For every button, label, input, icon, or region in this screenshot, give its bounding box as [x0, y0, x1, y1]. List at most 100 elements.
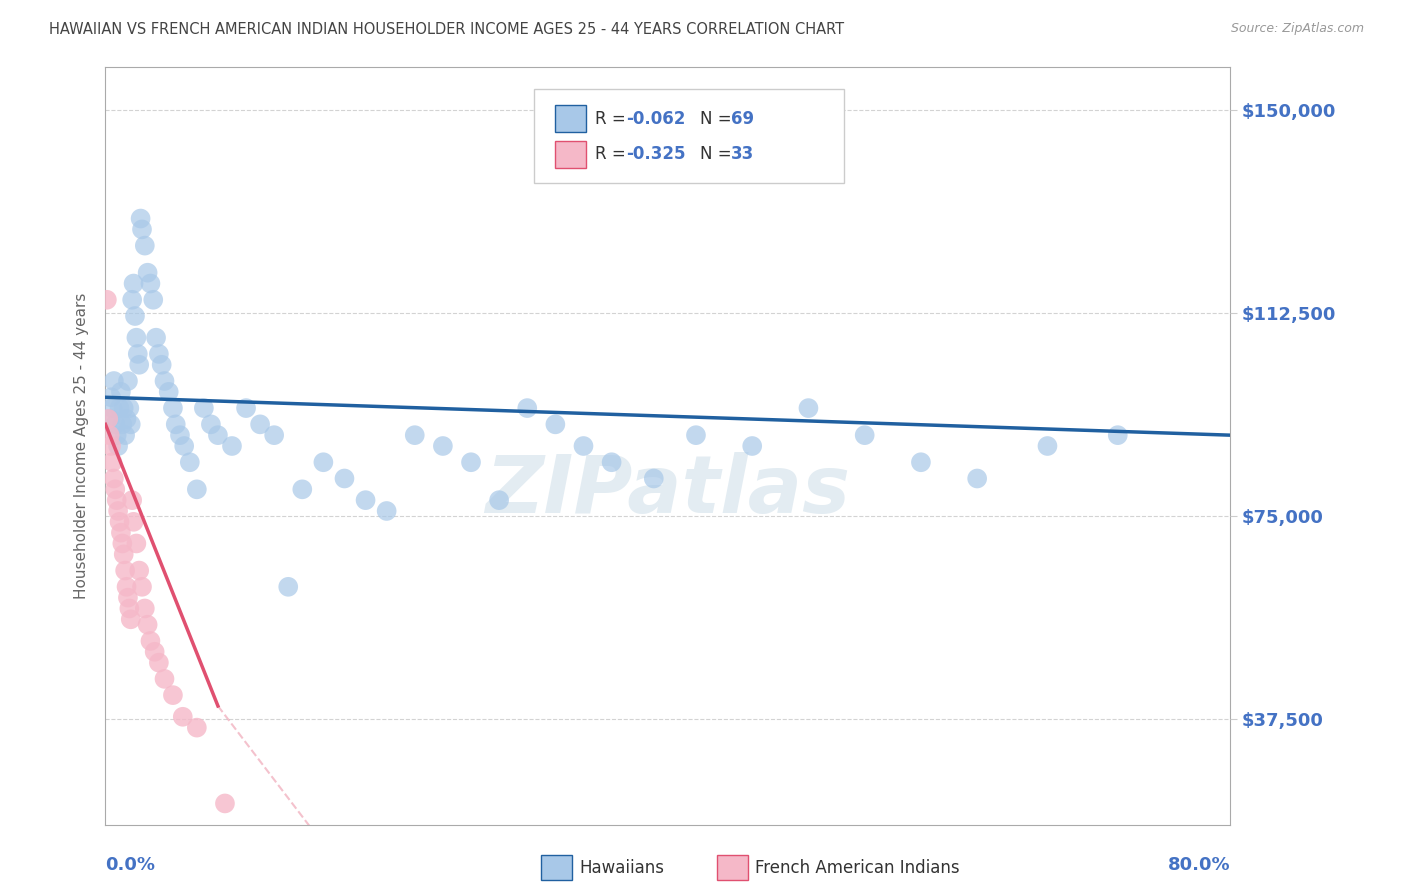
Point — [97, 412, 120, 426]
Y-axis label: Householder Income Ages 25 - 44 years: Householder Income Ages 25 - 44 years — [75, 293, 90, 599]
Point — [333, 471, 356, 485]
Point — [153, 672, 176, 686]
Point — [121, 293, 143, 307]
Point — [221, 439, 243, 453]
Point — [193, 401, 215, 416]
Point — [107, 504, 129, 518]
Text: -0.062: -0.062 — [626, 110, 685, 128]
Point — [600, 455, 623, 469]
Point — [136, 266, 159, 280]
Text: HAWAIIAN VS FRENCH AMERICAN INDIAN HOUSEHOLDER INCOME AGES 25 - 44 YEARS CORRELA: HAWAIIAN VS FRENCH AMERICAN INDIAN HOUSE… — [49, 22, 845, 37]
Point — [122, 277, 145, 291]
Point — [121, 493, 143, 508]
Point — [432, 439, 454, 453]
Point — [131, 580, 153, 594]
Point — [162, 688, 184, 702]
Point — [110, 384, 132, 399]
Point — [544, 417, 567, 432]
Point — [117, 374, 139, 388]
Text: R =: R = — [595, 145, 631, 163]
Point — [118, 601, 141, 615]
Point — [139, 277, 162, 291]
Text: 0.0%: 0.0% — [105, 855, 156, 873]
Point — [117, 591, 139, 605]
Point — [375, 504, 398, 518]
Point — [134, 601, 156, 615]
Text: ZIPatlas: ZIPatlas — [485, 452, 851, 531]
Point — [179, 455, 201, 469]
Point — [114, 564, 136, 578]
Point — [105, 428, 128, 442]
Text: 33: 33 — [731, 145, 755, 163]
Point — [111, 417, 134, 432]
Point — [128, 358, 150, 372]
Text: N =: N = — [700, 110, 737, 128]
Point — [103, 374, 125, 388]
Point — [101, 401, 124, 416]
Text: 80.0%: 80.0% — [1167, 855, 1230, 873]
Point — [173, 439, 195, 453]
Point — [120, 612, 142, 626]
Point — [103, 471, 125, 485]
Point — [460, 455, 482, 469]
Point — [134, 238, 156, 252]
Point — [112, 401, 135, 416]
Point — [263, 428, 285, 442]
Point — [131, 222, 153, 236]
Point — [125, 331, 148, 345]
Point — [200, 417, 222, 432]
Point — [277, 580, 299, 594]
Point — [910, 455, 932, 469]
Text: Hawaiians: Hawaiians — [579, 859, 664, 877]
Point — [235, 401, 257, 416]
Point — [124, 309, 146, 323]
Point — [101, 455, 124, 469]
Point — [207, 428, 229, 442]
Point — [966, 471, 988, 485]
Point — [112, 547, 135, 561]
Point — [142, 293, 165, 307]
Point — [104, 483, 127, 497]
Point — [100, 439, 122, 453]
Point — [291, 483, 314, 497]
Point — [145, 331, 167, 345]
Point — [128, 564, 150, 578]
Point — [96, 293, 118, 307]
Point — [148, 347, 170, 361]
Point — [108, 515, 131, 529]
Text: French American Indians: French American Indians — [755, 859, 960, 877]
Point — [797, 401, 820, 416]
Text: -0.325: -0.325 — [626, 145, 685, 163]
Point — [120, 417, 142, 432]
Text: N =: N = — [700, 145, 737, 163]
Point — [107, 439, 129, 453]
Point — [125, 536, 148, 550]
Point — [312, 455, 335, 469]
Point — [114, 428, 136, 442]
Point — [685, 428, 707, 442]
Point — [165, 417, 187, 432]
Point — [354, 493, 377, 508]
Point — [157, 384, 180, 399]
Point — [404, 428, 426, 442]
Text: R =: R = — [595, 110, 631, 128]
Point — [127, 347, 149, 361]
Point — [115, 580, 138, 594]
Point — [186, 483, 208, 497]
Point — [488, 493, 510, 508]
Point — [172, 710, 194, 724]
Point — [150, 358, 173, 372]
Text: Source: ZipAtlas.com: Source: ZipAtlas.com — [1230, 22, 1364, 36]
Point — [118, 401, 141, 416]
Point — [105, 493, 128, 508]
Point — [143, 645, 166, 659]
Point — [122, 515, 145, 529]
Point — [139, 634, 162, 648]
Point — [111, 536, 134, 550]
Point — [153, 374, 176, 388]
Point — [108, 401, 131, 416]
Point — [516, 401, 538, 416]
Point — [572, 439, 595, 453]
Point — [98, 428, 121, 442]
Point — [1036, 439, 1059, 453]
